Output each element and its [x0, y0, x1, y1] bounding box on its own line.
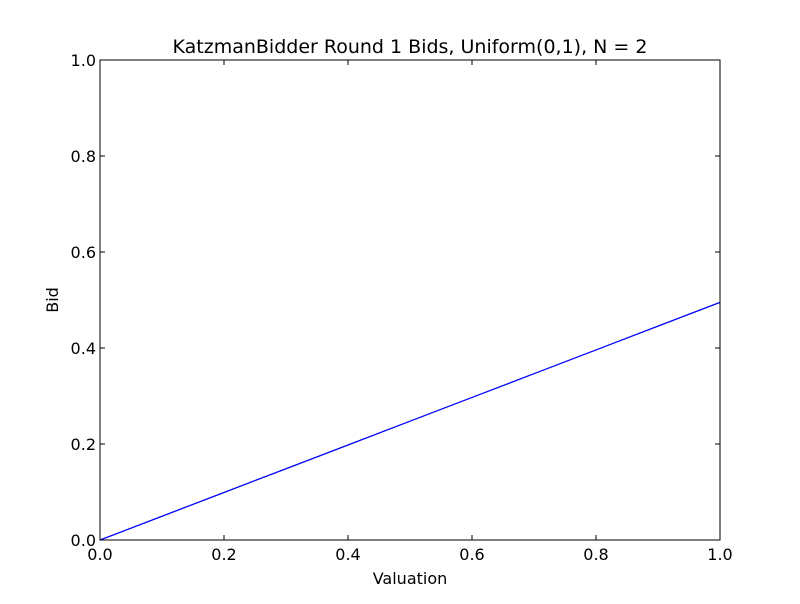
y-axis-ticks: 0.0 0.2 0.4 0.6 0.8 1.0	[71, 51, 720, 550]
plot-frame	[99, 59, 721, 541]
x-tick-label: 0.6	[459, 545, 484, 564]
x-tick-label: 0.4	[335, 545, 360, 564]
x-tick-label: 0.8	[583, 545, 608, 564]
y-tick-label: 0.6	[71, 243, 96, 262]
series-line-0	[99, 301, 721, 541]
plot-area	[99, 59, 721, 541]
y-tick-label: 0.2	[71, 435, 96, 454]
y-tick-label: 1.0	[71, 51, 96, 70]
x-axis-label: Valuation	[373, 569, 448, 588]
x-tick-label: 0.2	[211, 545, 236, 564]
y-tick-label: 0.8	[71, 147, 96, 166]
x-axis-ticks: 0.0 0.2 0.4 0.6 0.8 1.0	[87, 60, 733, 564]
chart-title: KatzmanBidder Round 1 Bids, Uniform(0,1)…	[173, 36, 648, 58]
y-tick-label: 0.0	[71, 531, 96, 550]
y-axis-label: Bid	[43, 287, 62, 313]
x-tick-label: 0.0	[87, 545, 112, 564]
x-tick-label: 1.0	[707, 545, 732, 564]
y-tick-label: 0.4	[71, 339, 96, 358]
